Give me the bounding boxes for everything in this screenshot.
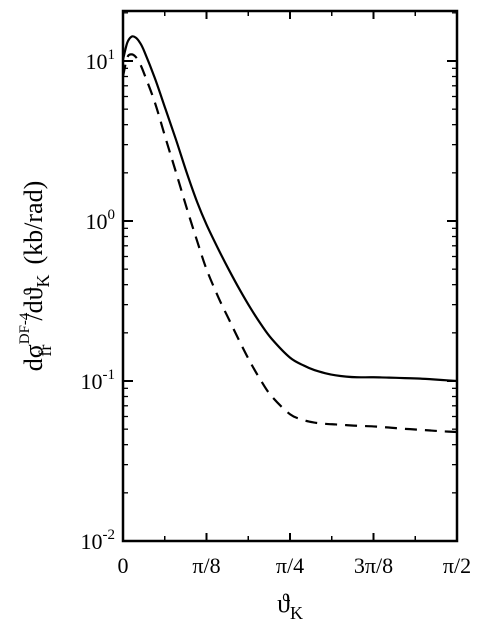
x-axis-label-sub: K xyxy=(290,603,303,623)
x-tick-label: π/8 xyxy=(192,553,220,578)
ticks xyxy=(122,11,458,542)
x-tick-label: π/4 xyxy=(276,553,304,578)
y-axis-label-middle: /dϑ xyxy=(19,287,48,320)
x-tick-label: 0 xyxy=(118,553,129,578)
x-tick-label: 3π/8 xyxy=(354,553,393,578)
y-tick-label: 10-2 xyxy=(81,527,116,554)
x-tick-label: π/2 xyxy=(443,553,471,578)
y-tick-label: 100 xyxy=(86,207,116,234)
solid-series-line xyxy=(121,35,458,383)
y-tick-label: 101 xyxy=(86,47,116,74)
series-group xyxy=(121,35,458,434)
y-axis-label-sub2: K xyxy=(33,274,53,287)
plot-frame xyxy=(121,9,459,543)
y-axis-label-sup: DF-4 xyxy=(17,312,33,344)
tick-labels: 0 π/8 π/4 3π/8 π/2 101 100 10-1 10-2 xyxy=(81,47,472,578)
y-axis-label-sub: fr xyxy=(35,345,55,357)
x-axis-label: ϑK xyxy=(277,589,303,623)
y-tick-label: 10-1 xyxy=(81,367,116,394)
y-axis-label-prefix: dσ xyxy=(19,344,48,371)
dashed-series-line xyxy=(121,53,458,434)
x-axis-label-main: ϑ xyxy=(277,589,290,618)
y-axis-label: dσDF-4fr/dϑK (kb/rad) xyxy=(17,181,55,372)
y-axis-label-unit: (kb/rad) xyxy=(19,181,48,265)
